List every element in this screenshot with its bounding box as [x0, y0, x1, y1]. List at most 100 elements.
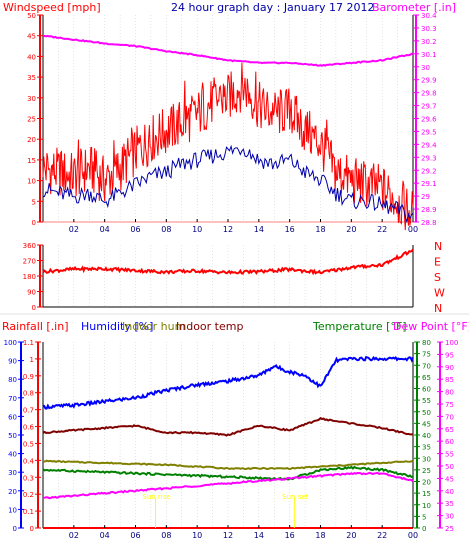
windspeed-series-line — [42, 62, 414, 231]
direction-axis-tick-label-90: 90 — [27, 289, 36, 297]
windspeed-axis-tick-label-25: 25 — [27, 116, 36, 124]
weather-panel-xtick-label-08: 08 — [161, 531, 171, 540]
wind-panel-xtick-label-08: 08 — [161, 225, 171, 234]
temperature-axis-tick-label-20: 20 — [422, 479, 431, 487]
indoor-temp-series-line — [42, 416, 414, 437]
indoor-humidity-title: Indoor hum — [122, 320, 186, 333]
dewpoint-axis-tick-label-35: 35 — [445, 500, 454, 508]
chart-title: 24 hour graph day : January 17 2012 — [171, 1, 375, 14]
weather-panel-xtick-label-04: 04 — [100, 531, 110, 540]
temperature-axis-tick-label-5: 5 — [422, 513, 426, 521]
dewpoint-axis-tick-label-70: 70 — [445, 413, 454, 421]
humidity-axis-tick-label-100: 100 — [4, 339, 17, 347]
weather-panel-xtick-label-18: 18 — [315, 531, 325, 540]
dewpoint-axis-tick-label-95: 95 — [445, 351, 454, 359]
dewpoint-axis-tick-label-40: 40 — [445, 488, 454, 496]
barometer-axis-tick-label-29.2: 29.2 — [421, 167, 437, 175]
windspeed-axis-tick-label-10: 10 — [27, 178, 36, 186]
rainfall-axis-tick-label-0.2: 0.2 — [23, 491, 34, 499]
humidity-axis-tick-label-0: 0 — [13, 525, 17, 533]
humidity-axis-tick-label-80: 80 — [8, 376, 17, 384]
compass-label-1: W — [434, 287, 445, 300]
sunrise-label: Sun rise — [142, 493, 170, 501]
windspeed-axis-tick-label-40: 40 — [27, 53, 36, 61]
windspeed-axis-tick-label-20: 20 — [27, 136, 36, 144]
wind-panel-xtick-label-06: 06 — [130, 225, 140, 234]
rainfall-axis-tick-label-0: 0 — [30, 525, 34, 533]
windspeed-axis-tick-label-45: 45 — [27, 33, 36, 41]
temperature-axis-tick-label-65: 65 — [422, 374, 431, 382]
barometer-axis-tick-label-30: 30 — [421, 64, 430, 72]
windspeed-axis-tick-label-15: 15 — [27, 157, 36, 165]
direction-axis-tick-label-180: 180 — [23, 273, 36, 281]
wind-panel-xtick-label-12: 12 — [223, 225, 233, 234]
direction-series-line — [42, 248, 414, 276]
temperature-axis-tick-label-35: 35 — [422, 444, 431, 452]
barometer-axis-tick-label-29.9: 29.9 — [421, 77, 437, 85]
sunset-label: Sun set — [282, 493, 308, 501]
wind-panel-xtick-label-04: 04 — [100, 225, 110, 234]
temperature-axis-tick-label-45: 45 — [422, 420, 431, 428]
rainfall-title: Rainfall [.in] — [2, 320, 69, 333]
rainfall-axis-tick-label-0.1: 0.1 — [23, 508, 34, 516]
temperature-axis-tick-label-80: 80 — [422, 339, 431, 347]
wind-panel-xtick-label-00: 00 — [408, 225, 418, 234]
temperature-axis-tick-label-30: 30 — [422, 455, 431, 463]
dewpoint-axis-tick-label-80: 80 — [445, 389, 454, 397]
wind-panel-xtick-label-14: 14 — [254, 225, 264, 234]
weather-panel-xtick-label-12: 12 — [223, 531, 233, 540]
weather-panel-xtick-label-02: 02 — [69, 531, 79, 540]
direction-axis-tick-label-360: 360 — [23, 242, 36, 250]
humidity-axis-tick-label-60: 60 — [8, 413, 17, 421]
temperature-title: Temperature [°F] — [313, 320, 407, 333]
temperature-axis-tick-label-0: 0 — [422, 525, 426, 533]
wind-panel-xtick-label-18: 18 — [315, 225, 325, 234]
rainfall-axis-tick-label-1.1: 1.1 — [23, 339, 34, 347]
rainfall-axis-tick-label-0.7: 0.7 — [23, 407, 34, 415]
dewpoint-series-line — [42, 471, 414, 500]
barometer-axis-tick-label-29.6: 29.6 — [421, 116, 437, 124]
humidity-axis-tick-label-20: 20 — [8, 488, 17, 496]
temperature-axis-tick-label-60: 60 — [422, 386, 431, 394]
temperature-axis-tick-label-70: 70 — [422, 362, 431, 370]
wind-panel-xtick-label-22: 22 — [377, 225, 387, 234]
windspeed-avg-series-line — [42, 144, 414, 224]
windspeed-axis-tick-label-35: 35 — [27, 74, 36, 82]
weather-panel-xtick-label-16: 16 — [285, 531, 295, 540]
barometer-axis-tick-label-30.4: 30.4 — [421, 12, 437, 20]
temperature-axis-tick-label-10: 10 — [422, 502, 431, 510]
dewpoint-axis-tick-label-45: 45 — [445, 475, 454, 483]
humidity-axis-tick-label-70: 70 — [8, 395, 17, 403]
dewpoint-axis-tick-label-75: 75 — [445, 401, 454, 409]
humidity-axis-tick-label-40: 40 — [8, 451, 17, 459]
windspeed-axis-tick-label-50: 50 — [27, 12, 36, 20]
temperature-axis-tick-label-50: 50 — [422, 409, 431, 417]
humidity-axis-tick-label-30: 30 — [8, 469, 17, 477]
weather-panel-xtick-label-20: 20 — [346, 531, 356, 540]
barometer-axis-tick-label-28.8: 28.8 — [421, 219, 437, 227]
rainfall-axis-tick-label-0.6: 0.6 — [23, 424, 35, 432]
rainfall-axis-tick-label-1: 1 — [30, 356, 34, 364]
rainfall-axis-tick-label-0.4: 0.4 — [23, 457, 35, 465]
indoor-humidity-series-line — [43, 459, 414, 471]
wind-panel-xtick-label-20: 20 — [346, 225, 356, 234]
barometer-axis-tick-label-30.3: 30.3 — [421, 25, 437, 33]
rainfall-axis-tick-label-0.8: 0.8 — [23, 390, 34, 398]
temperature-axis-tick-label-55: 55 — [422, 397, 431, 405]
rainfall-axis-tick-label-0.3: 0.3 — [23, 474, 34, 482]
dewpoint-axis-tick-label-60: 60 — [445, 438, 454, 446]
indoor-temp-title: Indoor temp — [176, 320, 244, 333]
wind-panel-xtick-label-10: 10 — [192, 225, 202, 234]
windspeed-axis-tick-label-0: 0 — [32, 219, 36, 227]
barometer-axis-tick-label-29.3: 29.3 — [421, 154, 437, 162]
windspeed-axis-tick-label-5: 5 — [32, 198, 36, 206]
barometer-title: Barometer [.in] — [372, 1, 456, 14]
rainfall-axis-tick-label-0.9: 0.9 — [23, 373, 34, 381]
weather-panel-xtick-label-00: 00 — [408, 531, 418, 540]
barometer-axis-tick-label-29.4: 29.4 — [421, 141, 437, 149]
compass-label-3: E — [434, 256, 441, 269]
humidity-axis-tick-label-10: 10 — [8, 506, 17, 514]
dewpoint-axis-tick-label-90: 90 — [445, 364, 454, 372]
